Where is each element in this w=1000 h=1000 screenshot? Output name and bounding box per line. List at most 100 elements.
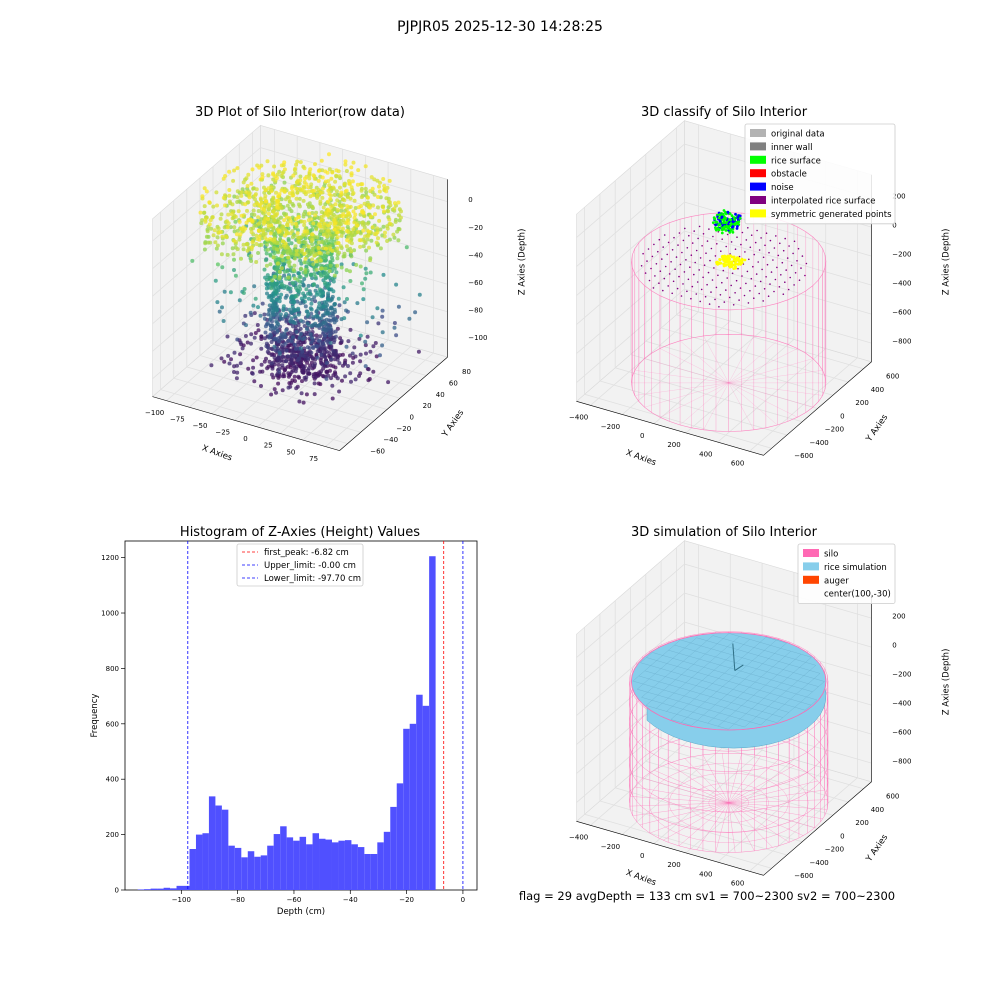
histogram-x-tick-label: −60 [287,896,302,904]
raw-data-point [298,332,303,337]
raw-x-tick-label: −100 [145,409,164,417]
silo-floor-line [728,382,798,418]
sim-z-gridline [576,592,872,687]
raw-data-point [289,316,294,321]
raw-data-point [215,300,220,305]
silo-floor-line [728,382,823,396]
interpolated-point [775,235,777,237]
raw-data-point [293,308,298,312]
raw-data-point [260,301,265,306]
interpolated-point [796,260,798,262]
raw-data-point [326,291,331,296]
silo-floor-line [642,777,729,804]
raw-data-point [352,220,357,225]
interpolated-point [760,237,762,239]
raw-data-point [330,276,335,281]
symmetric-point [734,262,738,266]
raw-x-gridline [325,175,434,447]
interpolated-point [762,300,764,302]
raw-data-point [335,256,340,261]
histogram-x-tick-label: −100 [172,896,191,904]
raw-data-point [226,221,231,226]
raw-data-point [257,202,262,207]
raw-data-point [325,339,330,344]
raw-data-point [279,292,284,297]
interpolated-point [648,279,651,282]
rice-surface-point [717,227,721,231]
rice-mesh-line [728,657,812,730]
raw-data-point [358,264,363,269]
histogram-bar [325,839,332,890]
raw-data-point [286,385,291,390]
raw-data-point [240,346,245,351]
silo-floor-line [728,340,778,383]
raw-data-point [278,316,283,321]
rice-mesh-line [760,673,821,725]
interpolated-point [712,235,714,238]
raw-data-point [366,367,371,372]
raw-data-point [296,215,301,220]
histogram-bar [422,705,430,890]
interpolated-point [690,254,693,256]
raw-data-point [322,225,327,230]
raw-data-point [349,185,354,190]
raw-data-point [363,234,368,239]
raw-data-point [318,199,323,204]
raw-data-point [311,356,315,361]
rice-surface-point [723,225,727,228]
sim-z-tick-label: 200 [892,613,905,621]
interpolated-point [721,238,723,240]
raw-data-point [326,297,331,302]
raw-data-point [368,270,373,275]
sim-legend-label: auger [824,576,849,586]
raw-data-point [301,365,306,370]
raw-data-point [332,273,337,278]
interpolated-point [773,247,776,249]
raw-data-point [334,270,339,275]
silo-floor-line [659,348,729,384]
raw-data-point [225,252,230,257]
silo-floor-line [728,802,815,828]
interpolated-point [719,294,722,296]
raw-data-point [238,352,243,357]
raw-data-point [264,242,269,247]
raw-data-point [325,213,330,218]
interpolated-point [715,286,718,289]
raw-data-point [313,162,317,167]
interpolated-point [730,241,733,243]
histogram-bar [416,694,423,890]
raw-data-point [357,374,361,378]
silo-floor-line [728,348,798,384]
silo-floor-line [728,772,808,804]
raw-data-point [382,209,386,214]
raw-z-tick-label: −80 [468,306,483,314]
raw-data-point [333,334,338,339]
raw-data-point [339,205,344,210]
raw-data-point [265,366,270,371]
raw-data-point [349,165,354,170]
raw-data-point [311,250,316,255]
rice-surface-point [729,218,733,222]
raw-data-point [374,354,379,359]
raw-data-point [302,277,307,281]
histogram-bars [137,556,436,890]
raw-data-point [309,324,314,329]
raw-data-point [260,369,265,374]
raw-data-point [352,215,357,220]
raw-data-point [364,248,369,253]
raw-data-point [290,280,295,285]
interpolated-point [642,252,644,255]
raw-data-point [329,345,334,350]
raw-data-point [258,313,263,318]
raw-data-point [320,186,325,191]
interpolated-point [792,252,794,255]
raw-data-point [218,216,223,221]
raw-data-point [279,254,284,258]
raw-data-point [266,223,271,228]
raw-data-point [345,297,349,301]
interpolated-point [764,244,766,247]
raw-data-point [233,214,238,219]
raw-data-point [348,204,353,209]
sim-y-gridline [584,627,772,869]
raw-data-point [254,355,259,360]
